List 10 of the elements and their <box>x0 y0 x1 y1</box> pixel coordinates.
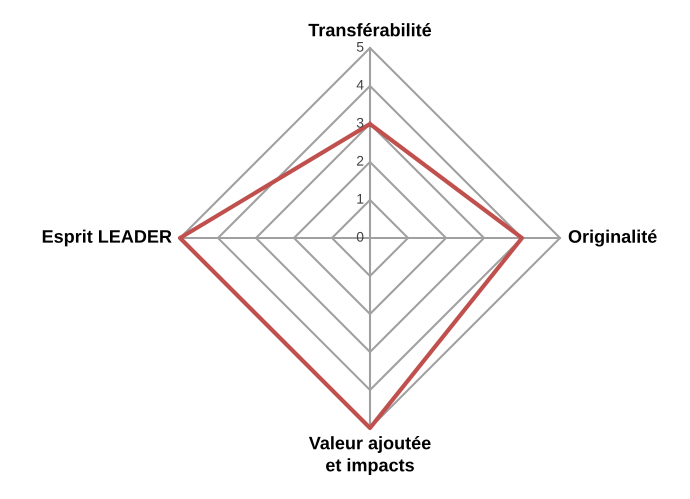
y-tick-label: 1 <box>357 194 364 204</box>
spoke-label: Esprit LEADER <box>42 230 172 246</box>
y-tick-label: 0 <box>356 232 364 242</box>
y-tick-label: 4 <box>356 80 364 90</box>
y-tick-label: 2 <box>356 156 364 166</box>
y-tick-label: 5 <box>356 42 364 52</box>
spoke-label: Originalité <box>568 229 657 247</box>
spoke-label: Valeur ajoutée et impacts <box>308 436 431 476</box>
spoke-label: Transférabilité <box>308 23 432 36</box>
y-tick-label: 3 <box>356 118 364 128</box>
